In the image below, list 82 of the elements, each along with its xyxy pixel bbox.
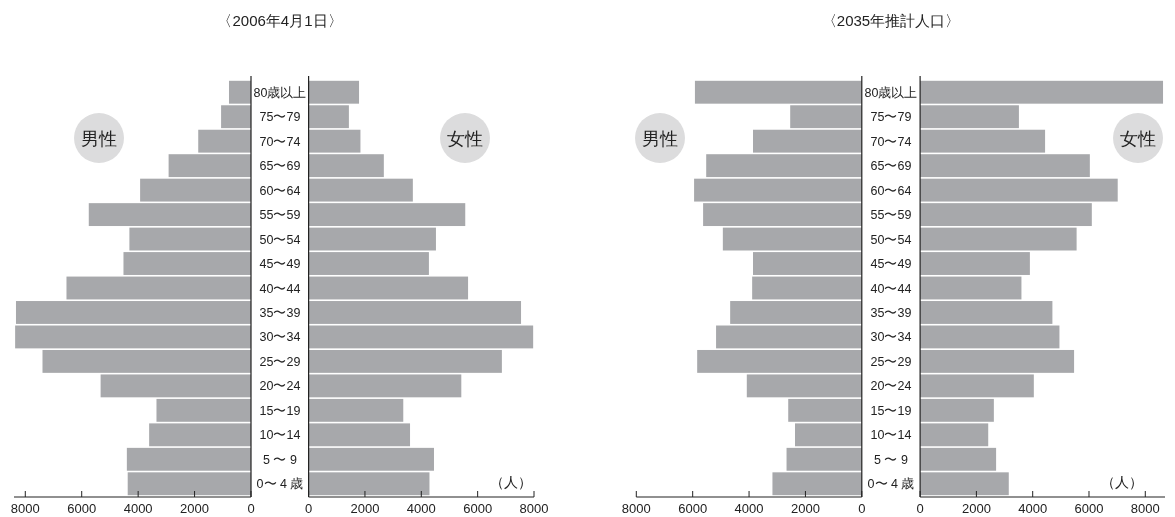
bar (722, 227, 862, 251)
chart-title: 〈2006年4月1日〉 (217, 12, 343, 29)
bar (308, 252, 429, 275)
bar (15, 325, 251, 349)
bar (716, 325, 862, 349)
x-tick-label: 6000 (678, 501, 708, 516)
y-tick-label: 80歳以上 (864, 85, 918, 100)
bar (123, 252, 251, 275)
x-tick-label: 4000 (1018, 501, 1048, 516)
y-tick-label: 15〜19 (259, 403, 301, 418)
y-tick-label: 30〜34 (870, 330, 912, 345)
y-tick-label: 55〜59 (870, 208, 912, 223)
y-tick-label: 80歳以上 (253, 85, 307, 100)
x-tick-label: 0 (304, 501, 313, 516)
bar (920, 276, 1022, 300)
annotation: 男性 (81, 129, 117, 149)
bar (753, 252, 862, 275)
y-tick-label: 40〜44 (259, 281, 301, 296)
y-tick-label: 10〜14 (870, 428, 912, 443)
y-tick-label: 25〜29 (259, 354, 301, 369)
x-tick-label: 8000 (519, 501, 549, 516)
bar (308, 325, 534, 349)
bar (308, 227, 436, 251)
x-tick-label: 0 (916, 501, 924, 516)
y-tick-label: 60〜64 (870, 183, 912, 198)
chart-title: 〈2035年推計人口〉 (821, 12, 961, 29)
y-tick-label: 15〜19 (870, 403, 912, 418)
x-tick-label: 2000 (790, 501, 820, 516)
x-tick-label: 0 (858, 501, 866, 516)
annotation: 女性 (447, 129, 483, 149)
bar (308, 276, 469, 300)
y-tick-label: 75〜79 (259, 110, 301, 125)
y-tick-label: 35〜39 (870, 305, 912, 320)
y-tick-label: 60〜64 (259, 183, 301, 198)
y-tick-label: 65〜69 (259, 159, 301, 174)
y-tick-label: 5 〜 9 (874, 452, 908, 467)
x-tick-label: 6000 (1074, 501, 1104, 516)
bar (920, 227, 1077, 251)
x-tick-label: 6000 (463, 501, 493, 516)
x-tick-label: 4000 (734, 501, 764, 516)
y-tick-label: 25〜29 (870, 354, 912, 369)
x-tick-label: 4000 (406, 501, 436, 516)
x-tick-label: 6000 (67, 501, 97, 516)
y-tick-label: 45〜49 (870, 257, 912, 272)
y-tick-label: 50〜54 (870, 232, 912, 247)
bar (66, 276, 251, 300)
y-tick-label: 20〜24 (870, 379, 912, 394)
annotation: 男性 (642, 129, 678, 149)
y-tick-label: 30〜34 (259, 330, 301, 345)
y-tick-label: 70〜74 (870, 134, 912, 149)
x-tick-label: 2000 (180, 501, 210, 516)
bar (730, 301, 862, 324)
x-tick-label: 0 (247, 501, 255, 516)
y-tick-label: 10〜14 (259, 428, 301, 443)
y-tick-label: 40〜44 (870, 281, 912, 296)
bar (15, 301, 251, 324)
bar (308, 301, 522, 324)
y-tick-label: 5 〜 9 (263, 452, 297, 467)
x-tick-label: 2000 (961, 501, 991, 516)
x-tick-label: 8000 (621, 501, 651, 516)
bar (920, 325, 1060, 349)
x-tick-label: 4000 (123, 501, 153, 516)
annotation: （人） (1101, 474, 1144, 490)
y-tick-label: 55〜59 (259, 208, 301, 223)
y-tick-label: 75〜79 (870, 110, 912, 125)
annotation: （人） (490, 474, 532, 490)
y-tick-label: 35〜39 (259, 305, 301, 320)
y-tick-label: 20〜24 (259, 379, 301, 394)
annotation: 女性 (1120, 129, 1156, 149)
y-tick-label: 50〜54 (259, 232, 301, 247)
y-tick-label: 65〜69 (870, 159, 912, 174)
bar (920, 252, 1030, 275)
bar (752, 276, 862, 300)
x-tick-label: 8000 (10, 501, 40, 516)
y-tick-label: 0〜 4 歳 (256, 477, 304, 492)
x-tick-label: 8000 (1130, 501, 1160, 516)
y-tick-label: 45〜49 (259, 257, 301, 272)
bar (129, 227, 251, 251)
bar (920, 301, 1053, 324)
y-tick-label: 0〜 4 歳 (867, 477, 915, 492)
y-tick-label: 70〜74 (259, 134, 301, 149)
x-tick-label: 2000 (350, 501, 380, 516)
